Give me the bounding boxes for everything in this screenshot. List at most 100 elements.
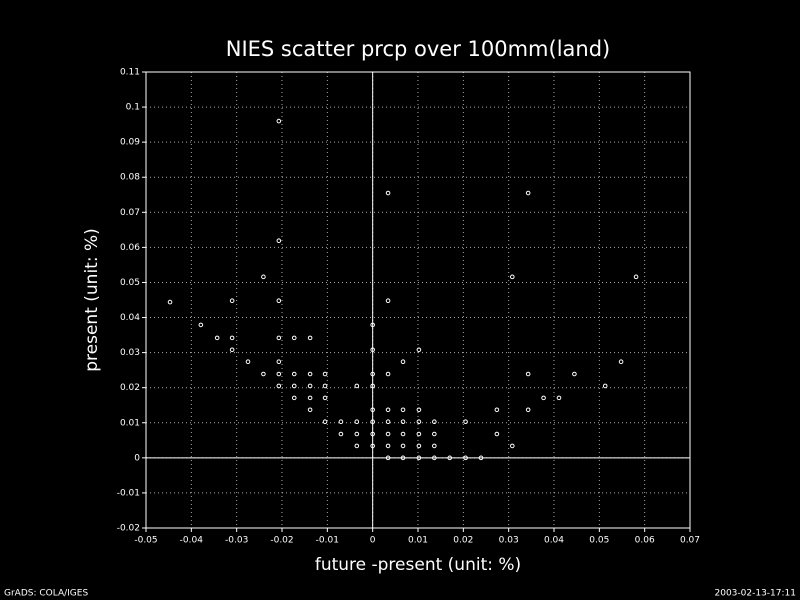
y-tick-label: 0.08	[120, 173, 140, 183]
point	[385, 371, 391, 377]
point	[276, 298, 282, 304]
point	[385, 455, 391, 461]
y-axis-label: present (unit: %)	[82, 228, 102, 372]
point	[556, 395, 562, 401]
point	[416, 431, 422, 437]
point	[307, 371, 313, 377]
point	[432, 455, 437, 461]
point	[602, 383, 608, 389]
x-tick-label: 0.01	[408, 536, 428, 546]
point	[416, 419, 422, 425]
point	[400, 407, 406, 413]
point	[463, 455, 468, 461]
point	[385, 298, 391, 304]
point	[416, 407, 422, 413]
point	[370, 347, 375, 353]
point	[276, 335, 282, 341]
point	[229, 347, 235, 353]
point	[494, 431, 500, 437]
y-tick-label: 0.07	[120, 208, 140, 218]
y-tick-label: 0.05	[120, 278, 140, 288]
point	[400, 419, 406, 425]
point	[291, 335, 297, 341]
point	[618, 359, 624, 365]
point	[432, 431, 437, 437]
plot-frame	[145, 71, 691, 529]
point	[276, 238, 282, 244]
y-tick-label: 0.02	[120, 383, 140, 393]
point	[276, 359, 282, 365]
point	[370, 407, 375, 413]
point	[291, 395, 297, 401]
point	[509, 274, 515, 280]
point	[354, 431, 360, 437]
point	[416, 455, 422, 461]
y-tick-label: 0.11	[120, 68, 140, 78]
point	[307, 383, 313, 389]
y-tick-label: 0.01	[120, 418, 140, 428]
point	[198, 322, 204, 328]
point	[478, 455, 484, 461]
footer-left: GrADS: COLA/IGES	[4, 589, 88, 599]
point	[307, 407, 313, 413]
point	[322, 419, 328, 425]
point	[322, 395, 328, 401]
point	[525, 190, 531, 196]
point	[307, 335, 313, 341]
x-tick-label: 0.07	[680, 536, 700, 546]
point	[261, 371, 266, 377]
x-tick-label: -0.03	[225, 536, 248, 546]
footer-right: 2003-02-13-17:11	[715, 589, 797, 599]
point	[400, 431, 406, 437]
point	[370, 419, 375, 425]
point	[385, 190, 391, 196]
x-tick-label: 0.02	[453, 536, 473, 546]
point	[633, 274, 639, 280]
x-tick-label: -0.02	[270, 536, 293, 546]
point	[370, 443, 375, 449]
point	[385, 419, 391, 425]
x-tick-label: -0.04	[180, 536, 204, 546]
point	[525, 407, 531, 413]
point	[276, 383, 282, 389]
point	[494, 407, 500, 413]
point	[432, 443, 437, 449]
point	[354, 383, 360, 389]
y-tick-label: 0	[134, 453, 140, 463]
point	[322, 371, 328, 377]
point	[463, 419, 468, 425]
point	[229, 335, 235, 341]
x-tick-label: 0.06	[635, 536, 655, 546]
y-tick-label: 0.04	[120, 313, 140, 323]
point	[291, 383, 297, 389]
point	[276, 371, 282, 377]
point	[354, 443, 360, 449]
y-tick-label: -0.02	[117, 524, 140, 534]
chart-title: NIES scatter prcp over 100mm(land)	[226, 37, 611, 61]
point	[572, 371, 577, 377]
point	[370, 383, 375, 389]
x-tick-label: 0.05	[589, 536, 609, 546]
point	[338, 419, 344, 425]
point	[322, 383, 328, 389]
point	[416, 347, 422, 353]
x-tick-label: 0.04	[544, 536, 564, 546]
point	[525, 371, 531, 377]
point	[541, 395, 546, 401]
point	[354, 419, 360, 425]
point	[167, 299, 173, 305]
point	[338, 431, 344, 437]
point	[400, 443, 406, 449]
point	[400, 359, 406, 365]
point	[370, 371, 375, 377]
point	[291, 371, 297, 377]
point	[416, 443, 422, 449]
y-tick-label: 0.1	[126, 103, 140, 113]
point	[432, 419, 437, 425]
y-tick-label: 0.03	[120, 348, 140, 358]
point	[261, 274, 266, 280]
x-tick-label: 0.03	[499, 536, 519, 546]
x-tick-label: -0.05	[134, 536, 157, 546]
point	[370, 431, 375, 437]
point	[385, 443, 391, 449]
